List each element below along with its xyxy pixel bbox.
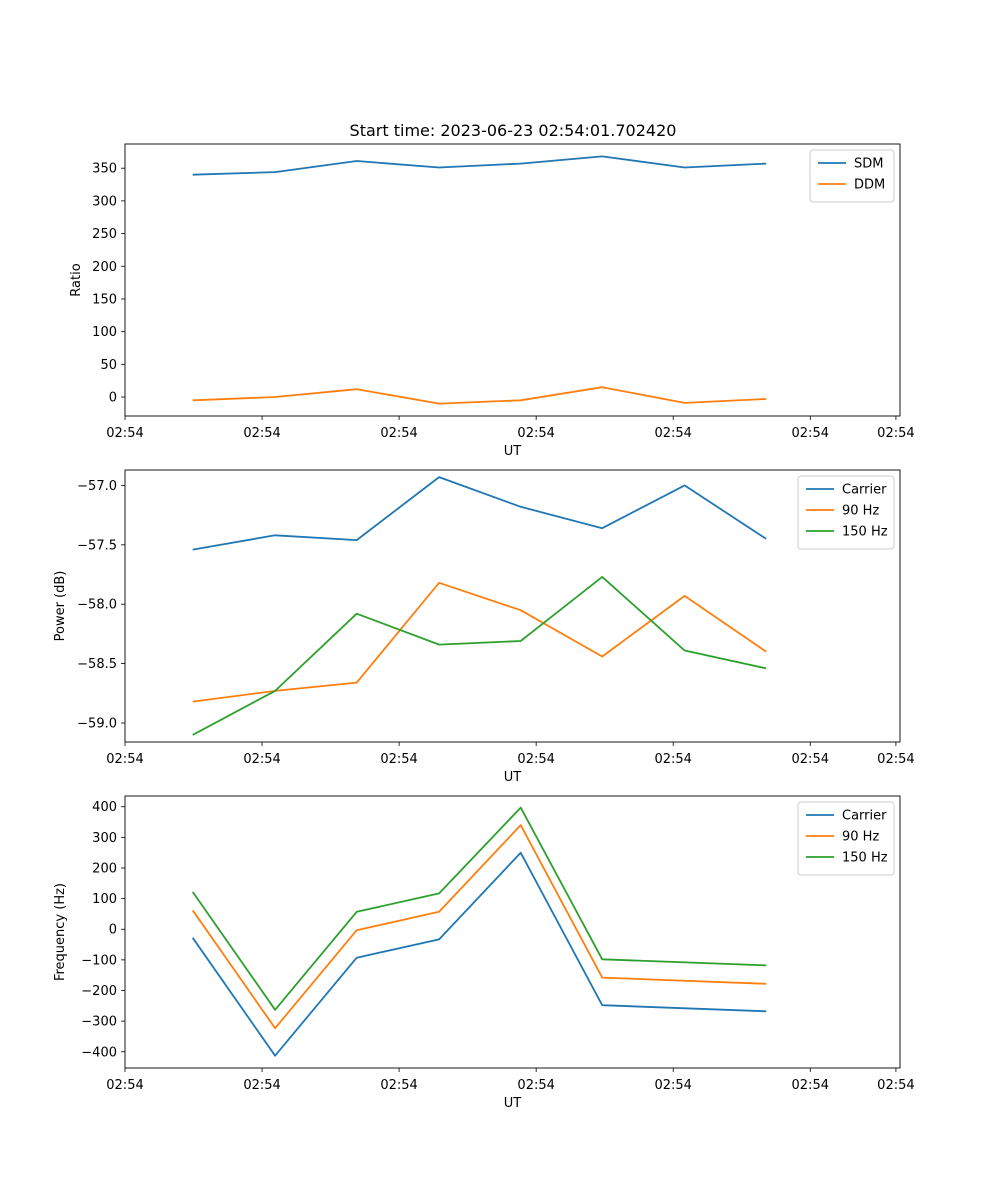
series-line-150-hz xyxy=(192,576,767,736)
x-tick-label: 02:54 xyxy=(792,426,829,441)
y-tick-label: −57.5 xyxy=(77,538,117,553)
legend-label: 150 Hz xyxy=(842,851,888,866)
y-tick-label: 200 xyxy=(92,260,117,275)
series-line-sdm xyxy=(192,155,767,176)
y-tick-label: 150 xyxy=(92,292,117,307)
x-tick-label: 02:54 xyxy=(517,426,554,441)
chart-panel-2: −59.0 −58.5 −58.0 −57.5 −57.0 02:54 02:54 02:54… xyxy=(53,469,915,785)
legend-label: Carrier xyxy=(842,809,887,824)
series-line-carrier xyxy=(192,476,767,551)
legend: Carrier 90 Hz 150 Hz xyxy=(797,801,895,876)
y-tick-label: −58.5 xyxy=(77,657,117,672)
x-tick-label: 02:54 xyxy=(106,1078,143,1093)
chart-panel-3: −400 −300 −200 −100 0 100 200 300 400 02:54 02:54 0… xyxy=(53,795,915,1111)
y-tick-label: 0 xyxy=(109,923,117,938)
axes-frame xyxy=(124,143,901,417)
x-tick-label: 02:54 xyxy=(380,426,417,441)
x-tick-label: 02:54 xyxy=(877,1078,914,1093)
x-tick-label: 02:54 xyxy=(517,752,554,767)
series-line-90-hz xyxy=(192,581,767,703)
x-tick-label: 02:54 xyxy=(877,752,914,767)
y-tick-label: 100 xyxy=(92,892,117,907)
y-axis-label: Frequency (Hz) xyxy=(53,883,68,981)
x-tick-label: 02:54 xyxy=(792,752,829,767)
x-tick-label: 02:54 xyxy=(877,426,914,441)
series-line-ddm xyxy=(192,386,767,405)
x-tick-label: 02:54 xyxy=(517,1078,554,1093)
chart-panel-1: 0 50 100 150 200 250 300 350 02:54 02:54 02:54 02:5… xyxy=(69,143,915,459)
y-axis-label: Ratio xyxy=(69,263,84,296)
x-tick-label: 02:54 xyxy=(243,752,280,767)
legend: SDM DDM xyxy=(809,149,895,203)
legend-label: Carrier xyxy=(842,483,887,498)
series-line-90-hz xyxy=(191,824,767,1030)
y-tick-label: 250 xyxy=(92,227,117,242)
x-tick-label: 02:54 xyxy=(792,1078,829,1093)
x-tick-label: 02:54 xyxy=(380,752,417,767)
x-tick-label: 02:54 xyxy=(654,752,691,767)
x-axis-label: UT xyxy=(504,1096,522,1111)
x-axis-label: UT xyxy=(504,444,522,459)
y-tick-label: −100 xyxy=(81,953,117,968)
axes-frame xyxy=(124,469,901,743)
y-tick-label: −200 xyxy=(81,984,117,999)
series-line-carrier xyxy=(191,851,767,1057)
y-tick-label: 0 xyxy=(109,391,117,406)
figure-title: Start time: 2023-06-23 02:54:01.702420 xyxy=(350,121,677,140)
y-tick-label: 350 xyxy=(92,162,117,177)
x-tick-label: 02:54 xyxy=(106,752,143,767)
series-line-150-hz xyxy=(191,806,767,1011)
legend: Carrier 90 Hz 150 Hz xyxy=(797,475,895,550)
x-tick-label: 02:54 xyxy=(654,426,691,441)
x-tick-label: 02:54 xyxy=(380,1078,417,1093)
y-tick-label: −300 xyxy=(81,1015,117,1030)
x-axis-label: UT xyxy=(504,770,522,785)
legend-label: 90 Hz xyxy=(842,504,879,519)
legend-label: 150 Hz xyxy=(842,525,888,540)
y-tick-label: 50 xyxy=(100,358,117,373)
y-axis-label: Power (dB) xyxy=(53,571,68,642)
legend-label: 90 Hz xyxy=(842,830,879,845)
y-tick-label: −59.0 xyxy=(77,716,117,731)
x-tick-label: 02:54 xyxy=(243,1078,280,1093)
y-tick-label: 300 xyxy=(92,831,117,846)
y-tick-label: 300 xyxy=(92,194,117,209)
y-tick-label: 400 xyxy=(92,800,117,815)
y-tick-label: −58.0 xyxy=(77,598,117,613)
x-tick-label: 02:54 xyxy=(654,1078,691,1093)
legend-label: DDM xyxy=(854,178,885,193)
y-tick-label: −57.0 xyxy=(77,479,117,494)
x-tick-label: 02:54 xyxy=(243,426,280,441)
y-tick-label: 200 xyxy=(92,861,117,876)
legend-label: SDM xyxy=(854,157,883,172)
axes-frame xyxy=(124,795,901,1069)
x-tick-label: 02:54 xyxy=(106,426,143,441)
y-tick-label: 100 xyxy=(92,325,117,340)
y-tick-label: −400 xyxy=(81,1045,117,1060)
